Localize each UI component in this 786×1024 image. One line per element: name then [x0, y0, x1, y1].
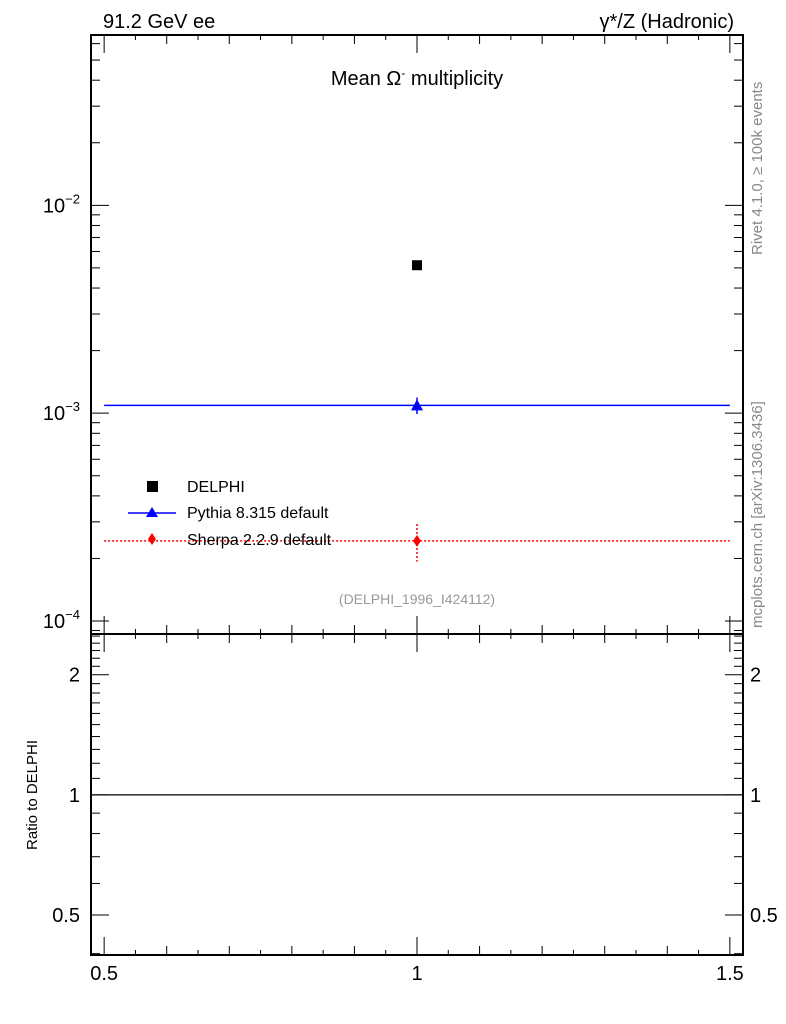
- ratio-y-tick-label: 0.5: [52, 905, 80, 927]
- data-point-delphi: [412, 260, 422, 271]
- x-tick-label: 1.5: [716, 963, 744, 985]
- chart-title-sup: -: [401, 66, 405, 80]
- x-tick-label: 1: [411, 963, 422, 985]
- chart-title-tail: multiplicity: [405, 68, 503, 90]
- ratio-y-axis-label: Ratio to DELPHI: [24, 740, 41, 850]
- chart-title: Mean Ω- multiplicity: [331, 66, 503, 90]
- x-tick-label: 0.5: [90, 963, 118, 985]
- analysis-id-label: (DELPHI_1996_I424112): [339, 591, 495, 607]
- legend: DELPHI Pythia 8.315 default Sherpa 2.2.9…: [128, 479, 332, 549]
- chart-title-main: Mean Ω: [331, 68, 402, 90]
- header-right: γ*/Z (Hadronic): [600, 11, 734, 33]
- y-tick-label: 10−2: [43, 191, 80, 217]
- data-point-pythia: [411, 399, 423, 411]
- legend-pythia-marker: [146, 507, 158, 517]
- ratio-y-tick-label: 2: [69, 665, 80, 687]
- legend-delphi-marker: [147, 481, 158, 492]
- header-left: 91.2 GeV ee: [103, 11, 215, 33]
- ratio-y-tick-label-right: 2: [750, 665, 761, 687]
- ratio-panel: 0.5 1 1.5 2 2 1 1 0.5 0.5: [52, 633, 778, 985]
- ratio-y-tick-label: 1: [69, 785, 80, 807]
- ratio-y-tick-label-right: 0.5: [750, 905, 778, 927]
- data-point-sherpa: [413, 534, 421, 547]
- ratio-y-tick-label-right: 1: [750, 785, 761, 807]
- legend-sherpa-label: Sherpa 2.2.9 default: [187, 532, 332, 549]
- y-tick-label: 10−4: [43, 607, 80, 633]
- legend-delphi-label: DELPHI: [187, 479, 245, 496]
- legend-pythia-label: Pythia 8.315 default: [187, 505, 329, 522]
- rivet-version-label: Rivet 4.1.0, ≥ 100k events: [749, 82, 766, 255]
- legend-sherpa-marker: [148, 533, 156, 545]
- y-tick-label: 10−3: [43, 399, 80, 425]
- main-panel: 10−2 10−3 10−4: [43, 34, 744, 635]
- mcplots-label: mcplots.cern.ch [arXiv:1306.3436]: [749, 401, 766, 628]
